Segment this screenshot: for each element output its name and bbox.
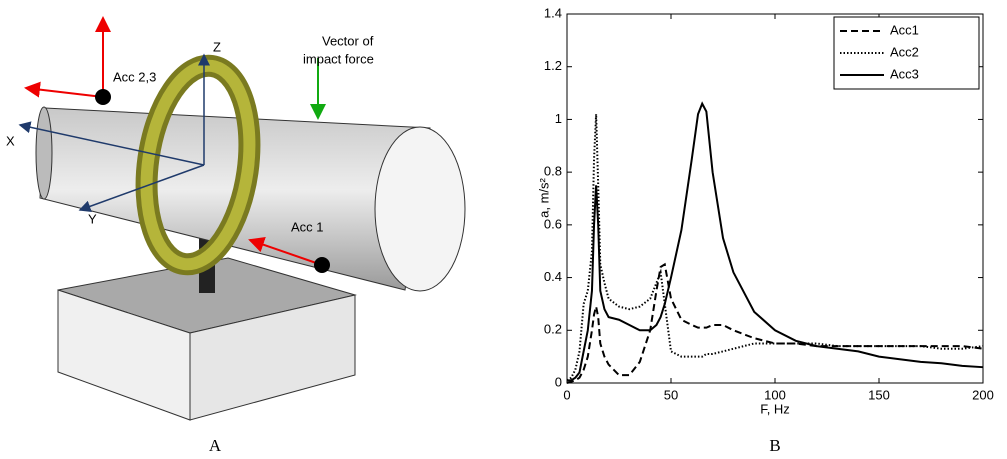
x-tick-label: 0 xyxy=(563,387,570,402)
diagram: Acc 2,3 Z Vector of impact force X Y Acc… xyxy=(6,16,466,455)
legend-label: Acc1 xyxy=(890,22,919,37)
panel-label: B xyxy=(769,436,780,455)
series-line xyxy=(566,262,984,384)
diagram-label: Vector of xyxy=(322,33,374,48)
acc23-arrow-left xyxy=(24,81,104,98)
x-tick-label: 100 xyxy=(764,387,786,402)
y-tick-label: 0.4 xyxy=(544,269,562,284)
y-tick-label: 1.2 xyxy=(544,58,562,73)
diagram-label: Acc 2,3 xyxy=(113,69,156,84)
cylinder-end xyxy=(35,106,53,200)
x-axis-label: F, Hz xyxy=(760,401,790,416)
y-tick-label: 0.8 xyxy=(544,164,562,179)
legend-label: Acc2 xyxy=(890,44,919,59)
series-line xyxy=(566,114,984,382)
x-tick-label: 200 xyxy=(972,387,994,402)
diagram-label: X xyxy=(6,133,15,148)
ring-face xyxy=(140,59,256,271)
x-tick-label: 150 xyxy=(868,387,890,402)
y-axis xyxy=(78,164,205,213)
diagram-label: Z xyxy=(213,39,221,54)
diagram-label: Y xyxy=(88,211,97,226)
y-axis-label: a, m/s² xyxy=(536,177,551,217)
diagram-label: impact force xyxy=(303,51,374,66)
legend-label: Acc3 xyxy=(890,66,919,81)
y-tick-label: 0.2 xyxy=(544,322,562,337)
x-axis xyxy=(18,121,205,166)
acc1-sensor xyxy=(314,257,330,273)
diagram-label: Acc 1 xyxy=(291,219,324,234)
y-tick-label: 1 xyxy=(555,111,562,126)
series-line xyxy=(567,101,984,382)
base-front xyxy=(189,294,356,421)
acc23-sensor xyxy=(95,89,111,105)
y-tick-label: 0.6 xyxy=(544,216,562,231)
panel-label: A xyxy=(209,436,222,455)
x-tick-label: 50 xyxy=(664,387,678,402)
y-tick-label: 1.4 xyxy=(544,5,562,20)
cylinder-face xyxy=(374,126,466,292)
acc1-arrow xyxy=(248,237,323,266)
y-tick-label: 0 xyxy=(555,374,562,389)
